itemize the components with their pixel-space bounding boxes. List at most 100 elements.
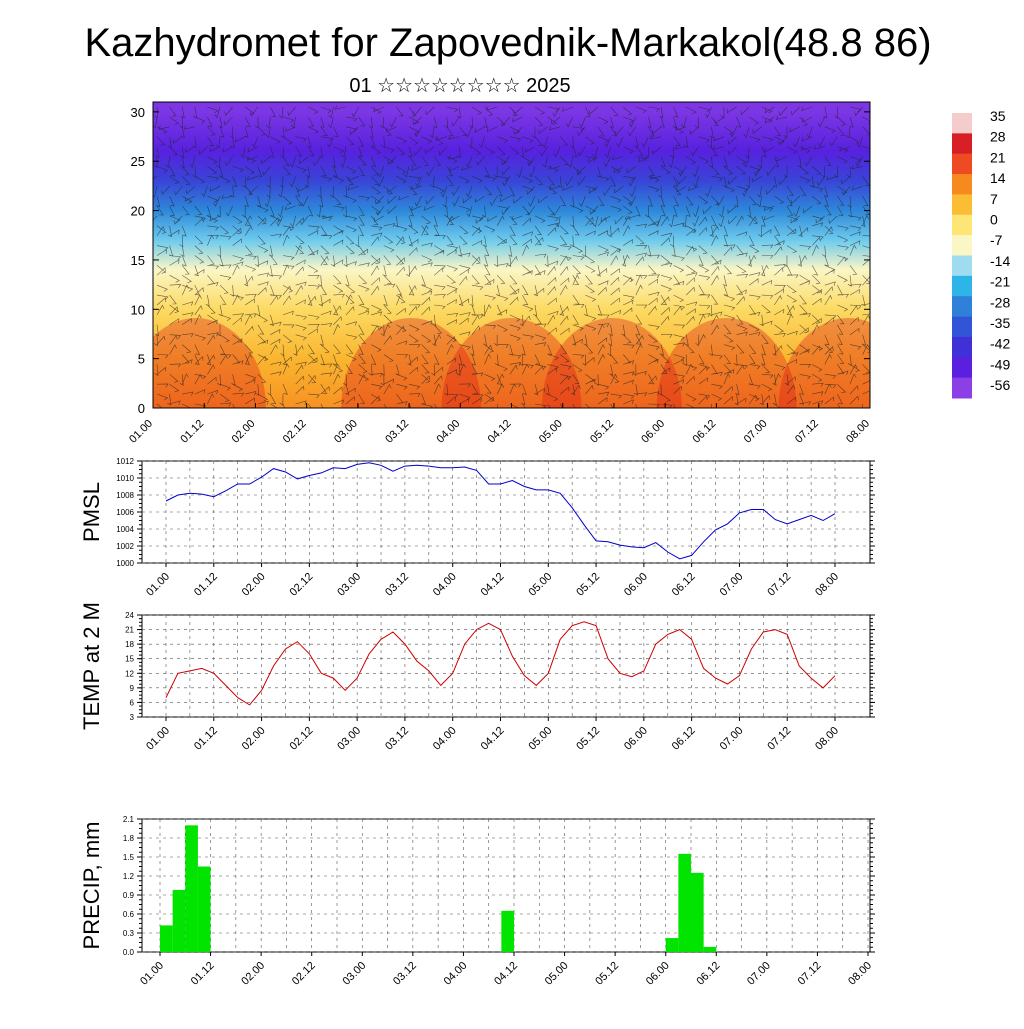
wind-barb	[459, 268, 469, 276]
wind-barb	[585, 106, 591, 118]
wind-barb	[207, 136, 215, 147]
wind-barb	[156, 205, 164, 216]
wind-barb	[320, 215, 333, 222]
wind-barb	[182, 344, 192, 354]
wind-barb	[425, 106, 435, 116]
wind-barb	[614, 126, 624, 136]
wind-barb	[579, 116, 586, 128]
colorbar-swatch	[952, 255, 972, 277]
y-axis-title: PRECIP, mm	[79, 822, 104, 950]
wind-barb	[446, 245, 459, 251]
wind-barb	[623, 379, 634, 385]
wind-barb	[375, 195, 385, 205]
colorbar-label: -28	[990, 294, 1010, 310]
wind-barb	[560, 354, 570, 363]
wind-barb	[156, 366, 167, 375]
wind-barb	[610, 106, 619, 116]
wind-barb	[761, 106, 773, 114]
wind-barb	[652, 126, 662, 135]
warm-plume	[153, 318, 266, 408]
wind-barb	[547, 314, 556, 325]
wind-barb	[358, 116, 366, 127]
wind-barb	[569, 196, 574, 208]
wind-barb	[547, 297, 557, 306]
wind-barb	[232, 227, 242, 236]
wind-barb	[635, 146, 644, 156]
wind-barb	[446, 265, 458, 272]
y-tick-label: 1.2	[123, 872, 135, 881]
wind-barb	[257, 355, 267, 365]
wind-barb	[257, 245, 269, 253]
wind-barb	[320, 285, 327, 296]
wind-barb	[673, 305, 682, 316]
wind-barb	[471, 314, 480, 325]
wind-barb	[169, 284, 182, 288]
wind-barb	[734, 394, 739, 406]
wind-barb	[387, 185, 397, 194]
wind-barb	[698, 393, 711, 400]
wind-barb	[624, 215, 636, 220]
wind-barb	[786, 313, 794, 325]
wind-barb	[727, 176, 737, 185]
wind-barb	[657, 384, 662, 396]
y-tick-label: 0	[138, 401, 145, 416]
wind-barb	[862, 176, 870, 186]
wind-barb	[368, 116, 373, 129]
wind-barb	[585, 136, 595, 145]
wind-barb	[723, 385, 733, 395]
wind-barb	[257, 339, 269, 345]
y-tick-label: 1010	[116, 474, 134, 483]
wind-barb	[446, 166, 453, 177]
wind-barb	[824, 265, 836, 273]
wind-barb	[421, 284, 433, 292]
wind-barb	[377, 166, 385, 178]
wind-barb	[345, 166, 357, 174]
warm-plume	[656, 318, 797, 408]
wind-barb	[610, 126, 618, 137]
wind-barb	[609, 364, 614, 376]
wind-barb	[519, 314, 524, 327]
wind-barb	[185, 146, 195, 153]
wind-barb	[660, 237, 670, 246]
wind-barb	[623, 344, 635, 349]
wind-barb	[711, 215, 717, 227]
x-tick-label: 05.12	[574, 571, 602, 599]
wind-barb	[282, 285, 292, 296]
wind-barb	[774, 308, 785, 316]
colorbar-swatch	[952, 316, 972, 338]
wind-barb	[585, 215, 594, 225]
wind-barb	[333, 176, 345, 183]
wind-barb	[736, 166, 746, 175]
wind-barb	[673, 354, 685, 361]
wind-barb	[824, 126, 836, 134]
wind-barb	[539, 146, 548, 157]
wind-barb	[245, 106, 255, 116]
wind-barb	[180, 106, 185, 119]
colorbar-label: 14	[990, 170, 1006, 186]
wind-barb	[723, 176, 728, 188]
wind-barb	[547, 286, 556, 296]
wind-barb	[320, 310, 332, 316]
wind-barb	[396, 255, 405, 265]
wind-barb	[592, 146, 599, 158]
wind-barb	[257, 215, 267, 225]
wind-barb	[799, 363, 812, 368]
wind-barb	[345, 294, 353, 306]
wind-barb	[308, 106, 319, 114]
x-tick-label: 05.00	[526, 571, 554, 599]
wind-barb	[270, 233, 282, 238]
wind-barb	[207, 176, 219, 182]
wind-barb	[522, 384, 527, 395]
wind-barb	[812, 298, 822, 306]
wind-barb	[698, 136, 710, 143]
wind-barb	[698, 245, 708, 255]
x-tick-label: 02.12	[288, 571, 316, 599]
y-tick-label: 15	[125, 655, 134, 664]
wind-barb	[194, 355, 204, 365]
wind-barb	[723, 369, 735, 375]
wind-barb	[261, 156, 271, 165]
wind-barb	[772, 176, 778, 188]
wind-barb	[509, 334, 521, 341]
wind-barb	[660, 403, 673, 408]
wind-barb	[231, 374, 236, 386]
